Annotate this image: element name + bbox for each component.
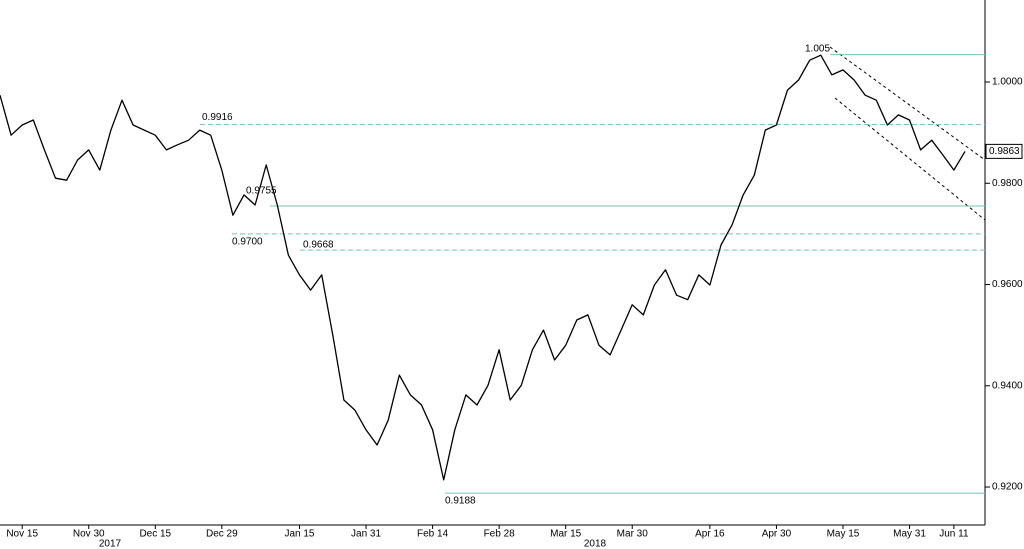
level-label: 1.005: [805, 43, 830, 54]
level-label: 0.9188: [445, 496, 476, 507]
year-label: 2018: [584, 539, 607, 549]
level-label: 0.9916: [202, 112, 233, 123]
year-label: 2017: [99, 539, 122, 549]
y-tick-label: 0.9400: [992, 380, 1023, 391]
level-label: 0.9700: [232, 237, 263, 248]
last-value-label: 0.9863: [989, 146, 1020, 157]
x-tick-label: May 15: [827, 529, 860, 540]
x-tick-label: Apr 30: [762, 529, 792, 540]
x-tick-label: Nov 30: [73, 529, 105, 540]
level-label: 0.9755: [246, 186, 277, 197]
x-tick-label: Mar 30: [617, 529, 649, 540]
x-tick-label: Feb 28: [484, 529, 516, 540]
price-line: [0, 54, 966, 481]
x-tick-label: Feb 14: [417, 529, 449, 540]
x-tick-label: Jan 15: [284, 529, 314, 540]
y-tick-label: 0.9800: [992, 178, 1023, 189]
channel-line: [829, 46, 986, 161]
level-label: 0.9668: [303, 240, 334, 251]
x-tick-label: Dec 29: [206, 529, 238, 540]
x-tick-label: Mar 15: [550, 529, 582, 540]
x-tick-label: Apr 16: [695, 529, 725, 540]
y-tick-label: 0.9600: [992, 279, 1023, 290]
x-tick-label: Jun 11: [939, 529, 969, 540]
x-tick-label: Nov 15: [6, 529, 38, 540]
x-tick-label: Dec 15: [139, 529, 171, 540]
x-tick-label: May 31: [893, 529, 926, 540]
y-tick-label: 1.0000: [992, 77, 1023, 88]
y-tick-label: 0.9200: [992, 482, 1023, 493]
last-value-box: [985, 143, 1023, 159]
channel-line: [834, 97, 986, 221]
x-tick-label: Jan 31: [351, 529, 381, 540]
